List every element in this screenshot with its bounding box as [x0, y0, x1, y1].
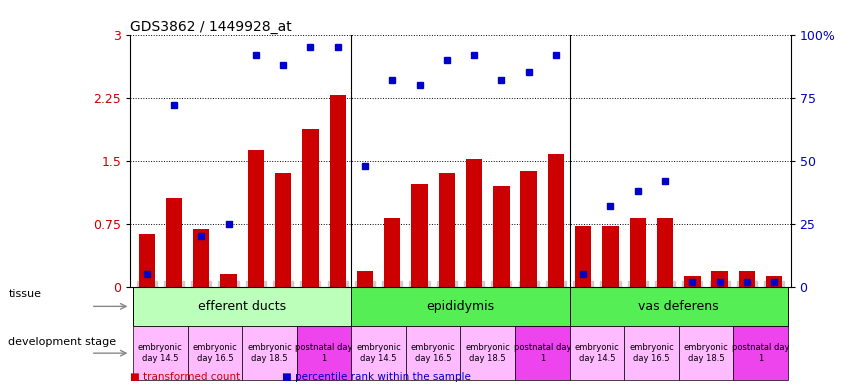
Bar	[330, 95, 346, 286]
Text: embryonic
day 18.5: embryonic day 18.5	[684, 343, 728, 363]
Text: embryonic
day 16.5: embryonic day 16.5	[629, 343, 674, 363]
Text: efferent ducts: efferent ducts	[198, 300, 286, 313]
Bar	[766, 276, 782, 286]
Bar	[352, 286, 569, 326]
Bar	[406, 326, 460, 380]
Bar	[624, 326, 679, 380]
Bar	[602, 226, 619, 286]
Bar	[297, 326, 352, 380]
Text: embryonic
day 14.5: embryonic day 14.5	[574, 343, 619, 363]
Text: tissue: tissue	[8, 289, 41, 299]
Bar	[188, 326, 242, 380]
Bar	[357, 271, 373, 286]
Text: postnatal day
1: postnatal day 1	[295, 343, 352, 363]
Bar	[242, 326, 297, 380]
Text: embryonic
day 18.5: embryonic day 18.5	[465, 343, 510, 363]
Text: vas deferens: vas deferens	[638, 300, 719, 313]
Bar	[733, 326, 788, 380]
Text: embryonic
day 14.5: embryonic day 14.5	[138, 343, 182, 363]
Text: ■ transformed count: ■ transformed count	[130, 372, 241, 382]
Bar	[569, 326, 624, 380]
Bar	[166, 199, 182, 286]
Bar	[684, 276, 701, 286]
Text: embryonic
day 16.5: embryonic day 16.5	[193, 343, 237, 363]
Text: postnatal day
1: postnatal day 1	[732, 343, 790, 363]
Text: development stage: development stage	[8, 337, 117, 347]
Bar	[711, 271, 727, 286]
Text: embryonic
day 18.5: embryonic day 18.5	[247, 343, 292, 363]
Bar	[515, 326, 569, 380]
Bar	[384, 218, 400, 286]
Text: embryonic
day 16.5: embryonic day 16.5	[410, 343, 456, 363]
Bar	[275, 173, 291, 286]
Bar	[738, 271, 755, 286]
Bar	[466, 159, 482, 286]
Text: ■ percentile rank within the sample: ■ percentile rank within the sample	[282, 372, 471, 382]
Bar	[439, 173, 455, 286]
Bar	[133, 326, 188, 380]
Bar	[569, 286, 788, 326]
Bar	[521, 170, 537, 286]
Text: GDS3862 / 1449928_at: GDS3862 / 1449928_at	[130, 20, 292, 33]
Bar	[460, 326, 515, 380]
Text: epididymis: epididymis	[426, 300, 495, 313]
Bar	[220, 274, 237, 286]
Bar	[547, 154, 564, 286]
Text: embryonic
day 14.5: embryonic day 14.5	[357, 343, 401, 363]
Bar	[193, 230, 209, 286]
Bar	[493, 186, 510, 286]
Bar	[679, 326, 733, 380]
Bar	[575, 226, 591, 286]
Bar	[247, 151, 264, 286]
Bar	[133, 286, 352, 326]
Bar	[302, 129, 319, 286]
Text: postnatal day
1: postnatal day 1	[514, 343, 571, 363]
Bar	[411, 184, 428, 286]
Bar	[139, 235, 155, 286]
Bar	[352, 326, 406, 380]
Bar	[630, 218, 646, 286]
Bar	[657, 218, 674, 286]
